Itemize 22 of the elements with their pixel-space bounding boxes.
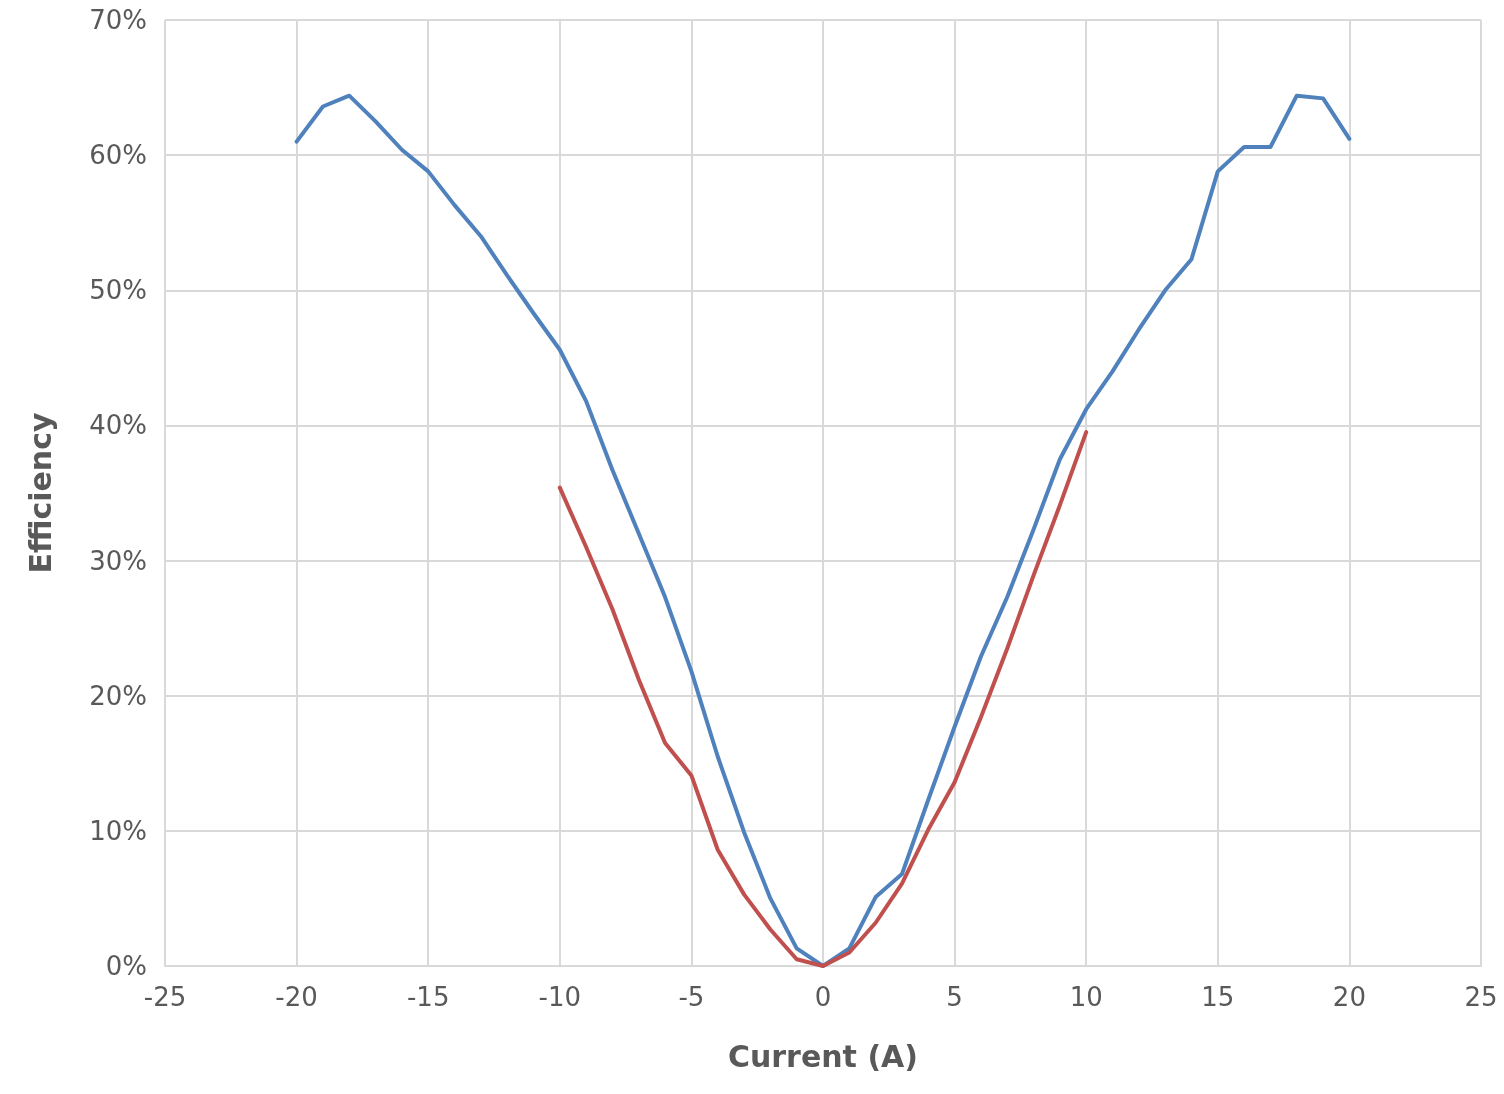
y-axis-title: Efficiency — [22, 412, 58, 574]
y-tick-label: 20% — [89, 680, 147, 711]
x-tick-label: 0 — [814, 982, 832, 1012]
x-tick-label: 5 — [946, 982, 963, 1012]
y-tick-label: 0% — [105, 951, 147, 981]
x-tick-label: 10 — [1069, 982, 1103, 1012]
x-tick-label: 25 — [1464, 982, 1498, 1012]
line-series — [557, 430, 1089, 968]
x-tick-label: 20 — [1332, 982, 1366, 1012]
y-tick-label: 30% — [89, 545, 147, 576]
y-tick-label: 50% — [89, 275, 147, 306]
y-tick-label: 10% — [89, 815, 147, 846]
x-tick-label: -15 — [406, 982, 450, 1012]
y-tick-label: 70% — [89, 5, 147, 35]
y-tick-label: 60% — [89, 140, 147, 171]
x-tick-label: -20 — [275, 982, 318, 1012]
x-axis-title: Current (A) — [727, 1038, 919, 1074]
x-tick-label: -10 — [538, 982, 582, 1012]
x-tick-label: -25 — [143, 982, 187, 1012]
x-tick-label: 15 — [1201, 982, 1235, 1012]
y-tick-label: 40% — [89, 410, 147, 441]
x-tick-label: -5 — [678, 982, 705, 1012]
